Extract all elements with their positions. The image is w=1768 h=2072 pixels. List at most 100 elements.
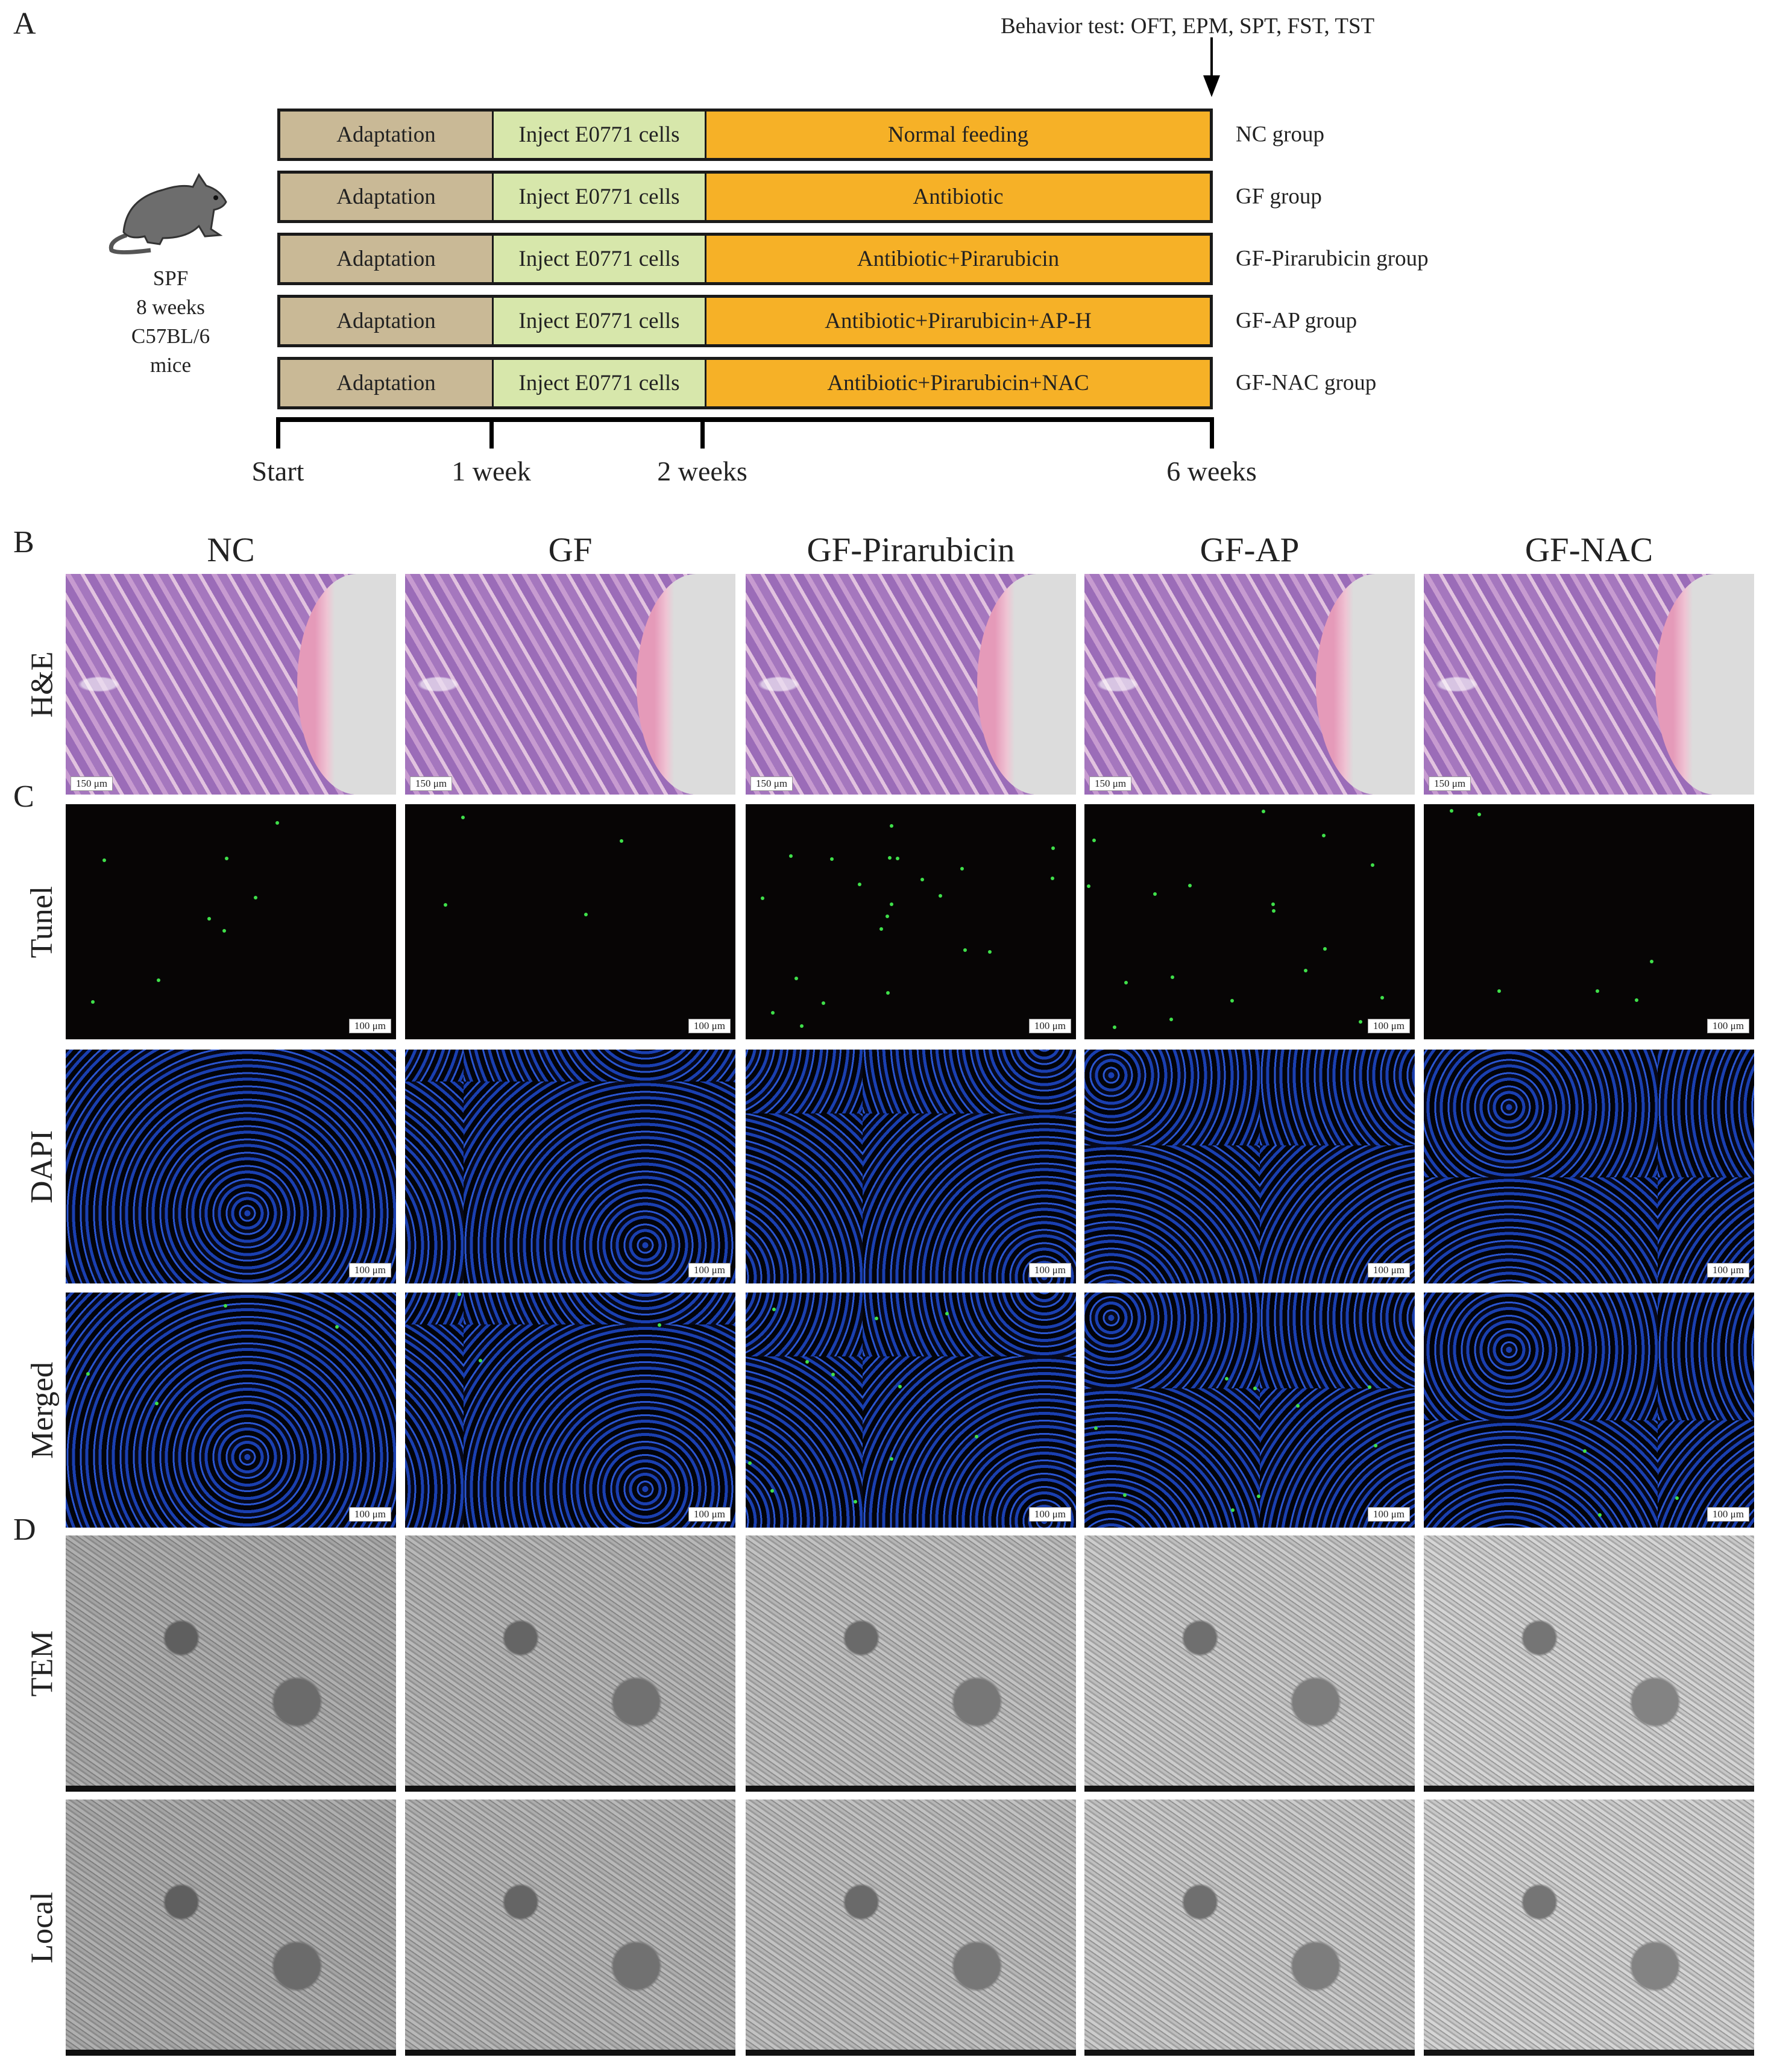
scale-bar: 150 μm	[1089, 776, 1132, 791]
segment-adaptation: Adaptation	[280, 236, 494, 282]
scale-bar: 100 μm	[1367, 1263, 1410, 1277]
tunel-positive-dot	[789, 854, 793, 858]
tunel-positive-dot	[888, 856, 892, 860]
tunel-positive-dot	[771, 1010, 775, 1015]
local-image	[746, 1800, 1076, 2056]
tunel-positive-dot	[155, 1401, 159, 1405]
tunel-positive-dot	[874, 1317, 878, 1321]
tunel-positive-dot	[1582, 1449, 1587, 1453]
tunel-positive-dot	[1171, 975, 1175, 979]
arrow-head-icon	[1203, 75, 1220, 97]
tunel-positive-dot	[102, 858, 107, 863]
mouse-line1: SPF	[153, 266, 189, 290]
tunel-positive-dot	[974, 1435, 978, 1439]
row-label-text: Local	[25, 1892, 60, 1963]
scale-bar: 100 μm	[1707, 1263, 1749, 1277]
row-label-text: Tunel	[25, 886, 60, 958]
tick-1-week	[489, 417, 494, 449]
tunel-positive-dot	[1380, 996, 1385, 1000]
tunel-positive-dot	[772, 1308, 776, 1312]
tick-label-1-week: 1 week	[451, 456, 531, 487]
tunel-positive-dot	[890, 1457, 894, 1461]
timeline-row: Adaptation Inject E0771 cells Antibiotic+P…	[277, 295, 1213, 347]
tunel-positive-dot	[254, 896, 258, 899]
dapi-image: 100 μm	[405, 1050, 735, 1283]
tunel-positive-dot	[1303, 968, 1307, 972]
tunel-positive-dot	[223, 1304, 227, 1308]
group-label: NC group	[1236, 122, 1324, 147]
tunel-positive-dot	[761, 896, 765, 900]
tunel-positive-dot	[335, 1324, 339, 1329]
tunel-positive-dot	[1649, 960, 1653, 964]
tunel-positive-dot	[1113, 1025, 1117, 1029]
tunel-positive-dot	[1271, 902, 1276, 907]
scale-bar: 100 μm	[1367, 1507, 1410, 1522]
tunel-positive-dot	[225, 856, 229, 860]
tunel-positive-dot	[458, 1293, 462, 1297]
dapi-image: 100 μm	[66, 1050, 396, 1283]
column-header: NC	[207, 531, 255, 569]
segment-inject: Inject E0771 cells	[494, 298, 706, 344]
tunel-positive-dot	[886, 915, 890, 919]
tunel-image: 100 μm	[1084, 804, 1415, 1039]
tunel-positive-dot	[988, 949, 992, 954]
merged-image: 100 μm	[1084, 1293, 1415, 1528]
tunel-positive-dot	[822, 1001, 826, 1006]
tunel-positive-dot	[858, 882, 862, 886]
panel-letter-d: D	[13, 1513, 36, 1547]
tunel-positive-dot	[275, 821, 280, 825]
tunel-positive-dot	[207, 917, 211, 921]
he-image: 150 μm	[746, 574, 1076, 795]
segment-inject: Inject E0771 cells	[494, 360, 706, 406]
tunel-positive-dot	[479, 1358, 483, 1362]
tunel-positive-dot	[1261, 809, 1265, 813]
tunel-positive-dot	[1477, 812, 1482, 816]
tunel-positive-dot	[657, 1323, 661, 1327]
tunel-positive-dot	[1272, 908, 1276, 913]
tunel-positive-dot	[945, 1311, 949, 1315]
scale-bar: 150 μm	[750, 776, 793, 791]
timeline-row: Adaptation Inject E0771 cells Antibiotic+P…	[277, 233, 1213, 285]
merged-image: 100 μm	[405, 1293, 735, 1528]
tunel-positive-dot	[854, 1500, 858, 1504]
tunel-positive-dot	[1450, 808, 1454, 813]
mouse-icon	[109, 173, 227, 254]
scale-bar: 100 μm	[1707, 1507, 1749, 1522]
scale-bar: 100 μm	[688, 1019, 731, 1033]
tunel-positive-dot	[1497, 989, 1501, 993]
tem-image	[746, 1535, 1076, 1792]
tunel-positive-dot	[829, 857, 834, 861]
timeline-row: Adaptation Inject E0771 cells Antibiotic	[277, 171, 1213, 223]
panel-letter-c: C	[13, 779, 34, 814]
tunel-positive-dot	[156, 978, 160, 983]
tunel-image: 100 μm	[66, 804, 396, 1039]
tunel-positive-dot	[898, 1385, 902, 1389]
dapi-image: 100 μm	[746, 1050, 1076, 1283]
local-image	[66, 1800, 396, 2056]
row-label-dapi: DAPI	[24, 1050, 60, 1283]
tick-start	[276, 417, 280, 449]
tunel-positive-dot	[1675, 1496, 1679, 1500]
dapi-image: 100 μm	[1424, 1050, 1754, 1283]
tunel-positive-dot	[1374, 1443, 1378, 1447]
local-image	[1084, 1800, 1415, 2056]
tunel-positive-dot	[1153, 892, 1157, 896]
tunel-positive-dot	[1230, 998, 1234, 1003]
mouse-description: SPF 8 weeks C57BL/6 mice	[110, 264, 231, 380]
dapi-image: 100 μm	[1084, 1050, 1415, 1283]
segment-treatment: Antibiotic	[706, 174, 1210, 220]
tunel-image: 100 μm	[405, 804, 735, 1039]
group-label: GF-NAC group	[1236, 370, 1377, 395]
tunel-positive-dot	[584, 913, 588, 917]
tunel-positive-dot	[1358, 1020, 1362, 1024]
tunel-positive-dot	[1093, 1426, 1098, 1431]
row-label-text: H&E	[25, 651, 60, 717]
tunel-positive-dot	[963, 948, 967, 953]
tunel-positive-dot	[86, 1371, 90, 1376]
tunel-positive-dot	[1597, 1513, 1602, 1517]
segment-adaptation: Adaptation	[280, 174, 494, 220]
tunel-positive-dot	[938, 893, 942, 898]
mouse-line3: C57BL/6 mice	[131, 324, 210, 377]
tem-image	[1424, 1535, 1754, 1792]
tem-image	[405, 1535, 735, 1792]
